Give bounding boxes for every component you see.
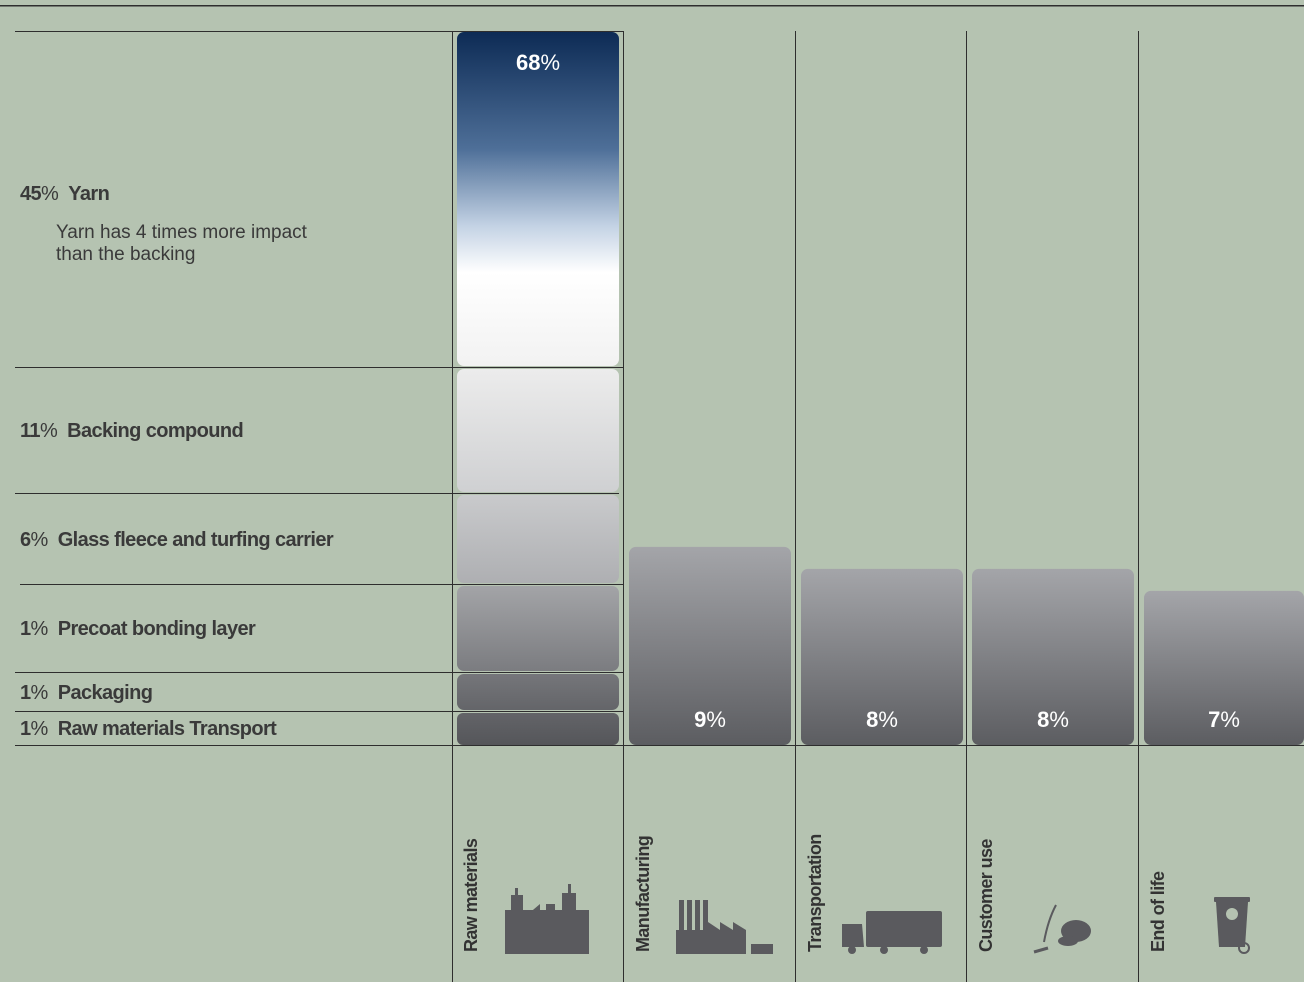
column-divider-2 xyxy=(795,31,796,982)
label-precoat-value: 1 xyxy=(20,618,31,640)
category-label-transportation: Transportation xyxy=(805,834,825,952)
value-label-transportation: 8% xyxy=(866,707,898,732)
divider-precoat-packaging xyxy=(15,672,623,673)
top-rule xyxy=(0,5,1304,7)
bar-end-of-life xyxy=(1144,590,1304,745)
divider-backing-glass xyxy=(15,493,619,494)
label-packaging-value: 1 xyxy=(20,682,31,704)
segment-precoat xyxy=(457,586,619,671)
category-label-customer-use: Customer use xyxy=(976,839,996,952)
column-divider-1 xyxy=(623,31,624,982)
segment-glass-fleece xyxy=(457,495,619,583)
label-backing: 11% Backing compound xyxy=(20,420,244,442)
column-divider-4 xyxy=(1138,31,1139,982)
label-glass-name: Glass fleece and turfing carrier xyxy=(57,529,334,551)
bar-transportation xyxy=(801,568,963,745)
label-backing-value: 11 xyxy=(20,420,41,442)
baseline xyxy=(15,745,1304,746)
vacuum-cleaner-icon xyxy=(1033,904,1091,954)
segment-raw-materials-transport xyxy=(457,713,619,745)
column-divider-3 xyxy=(966,31,967,982)
category-label-end-of-life: End of life xyxy=(1148,871,1168,952)
yarn-note: Yarn has 4 times more impact than the ba… xyxy=(56,222,307,265)
truck-icon xyxy=(842,911,942,954)
segment-packaging xyxy=(457,674,619,710)
divider-packaging-transport xyxy=(15,711,623,712)
segment-backing-compound xyxy=(457,369,619,492)
value-label-manufacturing: 9% xyxy=(694,707,726,732)
label-yarn: 45% Yarn xyxy=(20,183,110,205)
label-yarn-name: Yarn xyxy=(68,183,110,205)
bar-customer-use xyxy=(972,568,1134,745)
label-glass-value: 6 xyxy=(20,529,31,551)
column-divider-0 xyxy=(452,31,453,982)
value-label-end-of-life: 7% xyxy=(1208,707,1240,732)
label-backing-name: Backing compound xyxy=(67,420,244,442)
recycle-bin-icon xyxy=(1214,897,1250,954)
label-yarn-value: 45 xyxy=(20,183,42,205)
segment-yarn xyxy=(457,32,619,366)
label-glass: 6% Glass fleece and turfing carrier xyxy=(20,529,334,551)
label-precoat-name: Precoat bonding layer xyxy=(57,618,256,640)
divider-glass-precoat xyxy=(20,584,623,585)
label-packaging: 1% Packaging xyxy=(20,682,153,704)
value-label-customer-use: 8% xyxy=(1037,707,1069,732)
label-raw-transport-name: Raw materials Transport xyxy=(57,718,277,740)
industrial-plant-icon xyxy=(676,900,773,954)
category-label-raw-materials: Raw materials xyxy=(461,838,481,952)
bar-manufacturing xyxy=(629,546,791,745)
label-precoat: 1% Precoat bonding layer xyxy=(20,618,256,640)
label-packaging-name: Packaging xyxy=(57,682,153,704)
stack-top-rule xyxy=(15,31,623,32)
label-raw-transport-value: 1 xyxy=(20,718,31,740)
divider-yarn-backing xyxy=(15,367,623,368)
category-label-manufacturing: Manufacturing xyxy=(633,835,653,952)
value-label-raw-materials: 68% xyxy=(515,50,561,75)
factory-icon xyxy=(505,884,589,954)
label-raw-transport: 1% Raw materials Transport xyxy=(20,718,277,740)
